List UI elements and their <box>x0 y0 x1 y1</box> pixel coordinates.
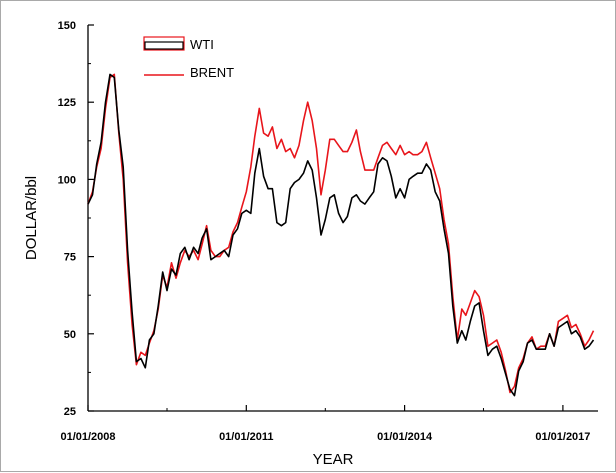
y-tick-label: 125 <box>58 97 76 109</box>
legend-label-brent: BRENT <box>190 65 234 80</box>
x-tick-label: 01/01/2017 <box>535 431 590 443</box>
legend: WTI BRENT <box>143 36 234 80</box>
x-tick-label: 01/01/2011 <box>219 431 273 443</box>
y-axis-title: DOLLAR/bbl <box>23 176 40 260</box>
y-tick-label: 100 <box>58 174 76 186</box>
y-tick-label: 50 <box>64 329 76 341</box>
y-tick-label: 25 <box>64 406 76 418</box>
x-tick-label: 01/01/2014 <box>377 431 433 443</box>
legend-label-wti: WTI <box>190 37 214 52</box>
x-tick-label: 01/01/2008 <box>60 431 115 443</box>
y-tick-label: 150 <box>58 20 76 32</box>
legend-swatch-wti <box>143 36 185 51</box>
y-tick-label: 75 <box>64 252 76 264</box>
series-line-brent <box>87 73 595 394</box>
series-line-wti <box>87 73 595 397</box>
axes: 25 50 75 100 125 150 01/01/2008 01/01/2011 01/01… <box>58 20 598 443</box>
series-layer <box>87 73 595 397</box>
x-axis-title: YEAR <box>313 451 354 468</box>
legend-swatch-inner <box>144 41 184 50</box>
